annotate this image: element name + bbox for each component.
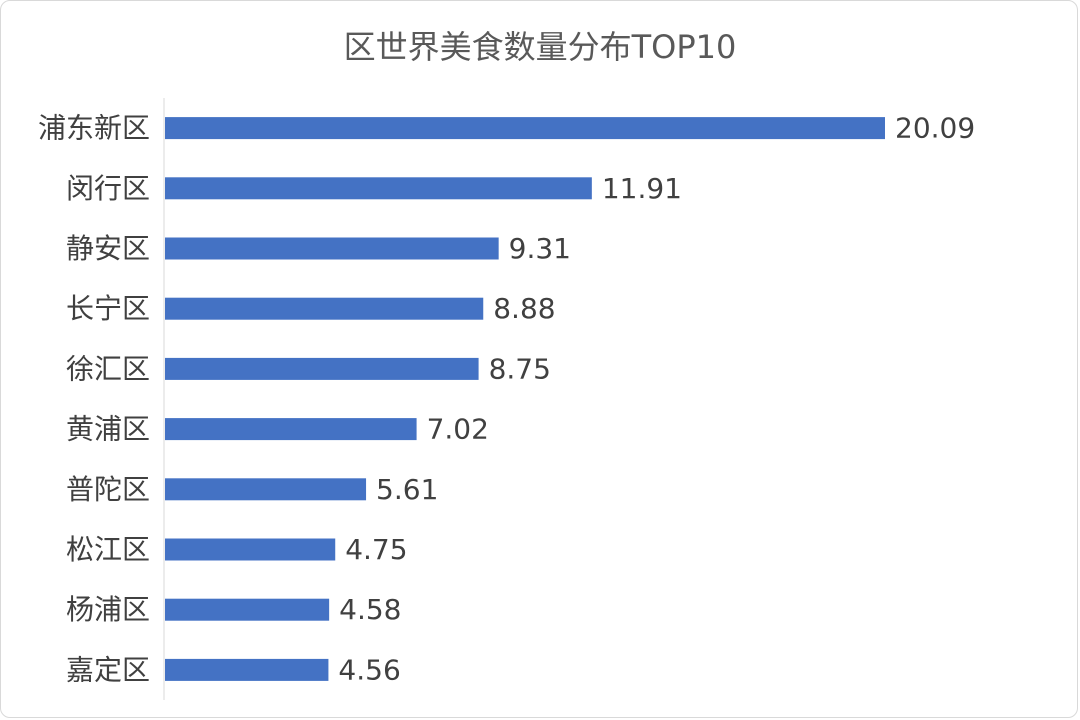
value-label: 9.31 — [509, 232, 571, 265]
bar — [165, 478, 367, 501]
bar — [165, 538, 336, 561]
value-label: 8.88 — [493, 292, 555, 325]
category-label: 浦东新区 — [38, 112, 150, 145]
category-label: 杨浦区 — [66, 593, 150, 626]
bar — [165, 418, 417, 441]
category-label: 松江区 — [66, 533, 150, 566]
bar — [165, 177, 592, 200]
category-label: 闵行区 — [66, 172, 150, 205]
category-label: 徐汇区 — [66, 352, 150, 385]
value-label: 7.02 — [427, 413, 489, 446]
bar — [165, 297, 484, 320]
category-label: 静安区 — [66, 232, 150, 265]
bar — [165, 357, 479, 380]
value-label: 8.75 — [489, 352, 551, 385]
value-label: 20.09 — [895, 112, 975, 145]
bar — [165, 598, 330, 621]
value-label: 4.75 — [345, 533, 407, 566]
bar — [165, 658, 329, 681]
bar — [165, 237, 499, 260]
value-label: 4.58 — [339, 593, 401, 626]
chart-title: 区世界美食数量分布TOP10 — [343, 28, 737, 66]
bar — [165, 117, 885, 140]
category-label: 黄浦区 — [66, 413, 150, 446]
value-label: 5.61 — [376, 473, 438, 506]
category-label: 嘉定区 — [66, 653, 150, 686]
category-label: 长宁区 — [66, 292, 150, 325]
value-label: 11.91 — [602, 172, 682, 205]
category-label: 普陀区 — [66, 473, 150, 506]
value-label: 4.56 — [338, 653, 400, 686]
